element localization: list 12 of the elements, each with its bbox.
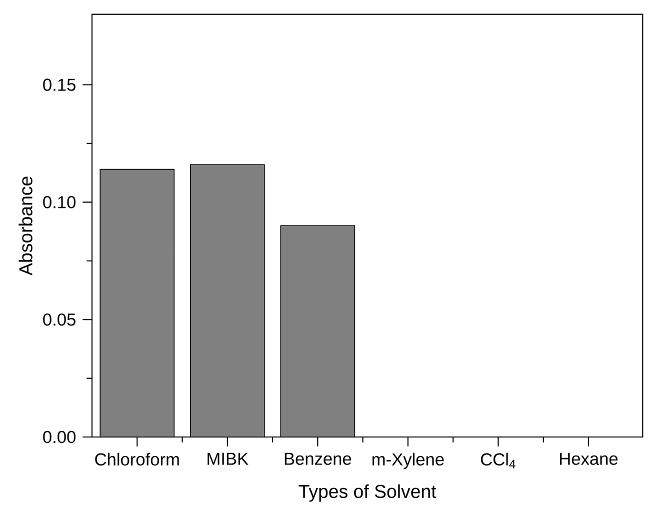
x-tick-label: Hexane [560, 452, 618, 465]
y-tick-label: 0.05 [43, 313, 76, 326]
y-axis-title: Absorbance [18, 176, 32, 276]
x-tick-label: m-Xylene [372, 452, 444, 469]
x-axis-title: Types of Solvent [298, 484, 436, 502]
y-tick-label: 0.10 [43, 196, 76, 208]
x-tick-label: Benzene [284, 452, 352, 465]
y-tick-label: 0.15 [43, 78, 76, 91]
x-tick-label: Chloroform [95, 452, 179, 466]
x-tick-label: CCl$_{4}$ [480, 452, 516, 468]
y-tick-label: 0.00 [43, 430, 76, 444]
x-tick-label: MIBK [208, 452, 248, 465]
